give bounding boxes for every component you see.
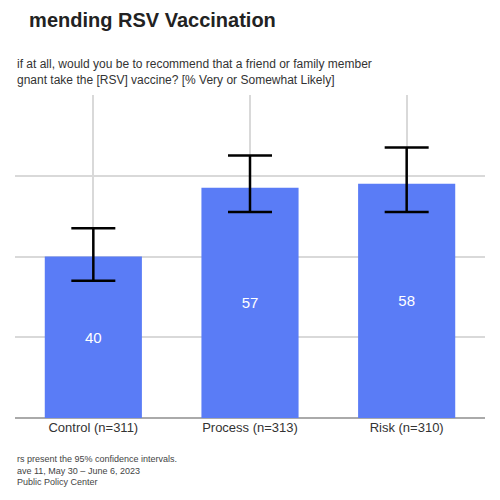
svg-text:Risk (n=310): Risk (n=310) xyxy=(370,420,444,435)
svg-text:57: 57 xyxy=(242,294,259,311)
svg-text:if at all, would you be to rec: if at all, would you be to recommend tha… xyxy=(17,57,372,87)
svg-text:58: 58 xyxy=(398,292,415,309)
svg-text:mending RSV Vaccination: mending RSV Vaccination xyxy=(29,9,276,31)
svg-text:Control (n=311): Control (n=311) xyxy=(48,420,138,435)
svg-text:Process (n=313): Process (n=313) xyxy=(202,420,298,435)
svg-text:rs present the 95% confidence: rs present the 95% confidence intervals.… xyxy=(17,454,177,487)
svg-text:40: 40 xyxy=(85,329,102,346)
